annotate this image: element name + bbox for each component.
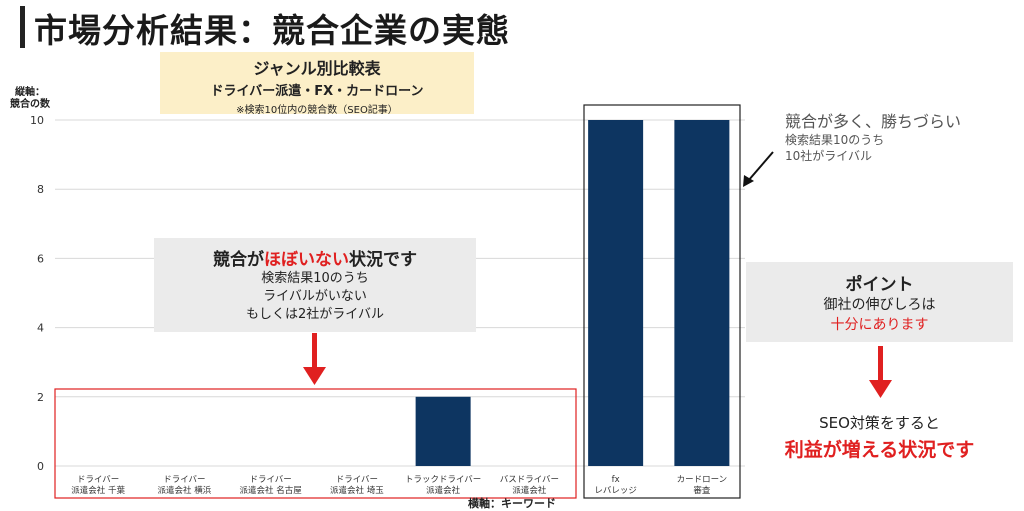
low-competition-note-line1: 検索結果10のうち <box>261 271 369 286</box>
high-competition-note-line2: 10社がライバル <box>785 149 873 163</box>
down-arrow-left-icon <box>303 333 326 385</box>
y-axis-label-line1: 縦軸： <box>15 87 45 98</box>
low-competition-note-line3: もしくは2社がライバル <box>245 307 384 322</box>
x-tick-label: 派遣会社 <box>426 485 461 496</box>
x-tick-label: 派遣会社 千葉 <box>71 485 125 496</box>
genre-box-footnote: ※検索10位内の競合数（SEO記事） <box>236 105 398 116</box>
genre-box: ジャンル別比較表 ドライバー派遣・FX・カードローン ※検索10位内の競合数（S… <box>160 52 474 116</box>
x-tick-label: 派遣会社 横浜 <box>158 485 212 496</box>
x-tick-label: ドライバー <box>77 475 119 485</box>
x-tick-label: 派遣会社 埼玉 <box>330 485 384 496</box>
seo-note: SEO対策をすると 利益が増える状況です <box>746 412 1013 462</box>
pointer-arrow-icon <box>743 151 774 187</box>
x-axis-label: 横軸：キーワード <box>468 497 556 510</box>
x-tick-label: トラックドライバー <box>405 475 481 485</box>
x-tick-label: fx <box>612 475 620 485</box>
high-competition-note: 競合が多く、勝ちづらい 検索結果10のうち 10社がライバル <box>785 108 961 164</box>
low-competition-note-heading: 競合がほぼいない状況です <box>154 245 476 270</box>
y-tick-label: 2 <box>37 391 44 404</box>
seo-note-line1: SEO対策をすると <box>819 414 940 432</box>
x-tick-label: レバレッジ <box>594 486 637 496</box>
seo-note-line2: 利益が増える状況です <box>784 439 975 461</box>
bar <box>674 120 730 466</box>
genre-box-title: ジャンル別比較表 <box>253 59 381 78</box>
x-tick-label: 派遣会社 名古屋 <box>240 485 303 496</box>
point-note-line2: 十分にあります <box>830 317 929 333</box>
y-tick-label: 0 <box>37 460 44 473</box>
page-title: 市場分析結果：競合企業の実態 <box>34 11 510 50</box>
heading-emphasis: ほぼいない <box>264 250 349 270</box>
y-tick-label: 10 <box>30 114 44 127</box>
low-competition-note: 競合がほぼいない状況です 検索結果10のうち ライバルがいない もしくは2社がラ… <box>154 238 476 332</box>
x-tick-label: 派遣会社 <box>512 485 547 496</box>
x-tick-label: 審査 <box>693 485 711 496</box>
point-note-line1: 御社の伸びしろは <box>823 297 936 313</box>
title-accent-bar <box>20 6 25 48</box>
y-tick-label: 4 <box>37 322 44 335</box>
x-tick-label: ドライバー <box>163 475 205 485</box>
y-tick-labels: 0 2 4 6 8 10 <box>30 114 44 473</box>
point-note: ポイント 御社の伸びしろは 十分にあります <box>746 262 1013 342</box>
high-competition-highlight-box <box>583 104 741 499</box>
high-competition-note-heading: 競合が多く、勝ちづらい <box>785 112 962 131</box>
high-competition-note-line1: 検索結果10のうち <box>785 133 885 147</box>
heading-prefix: 競合が <box>213 250 264 270</box>
low-competition-note-line2: ライバルがいない <box>263 289 367 304</box>
x-tick-label: バスドライバー <box>500 475 559 485</box>
bars <box>415 120 730 466</box>
x-tick-label: ドライバー <box>336 475 378 485</box>
y-tick-label: 6 <box>37 252 44 265</box>
x-tick-label: カードローン <box>677 475 728 485</box>
y-tick-label: 8 <box>37 183 44 196</box>
low-competition-highlight-box <box>54 388 577 499</box>
point-note-heading: ポイント <box>845 275 914 295</box>
down-arrow-right-icon <box>869 346 892 398</box>
x-tick-label: ドライバー <box>249 475 291 485</box>
y-axis-label: 縦軸： 競合の数 <box>8 87 52 111</box>
genre-box-genres: ドライバー派遣・FX・カードローン <box>210 84 424 99</box>
bar <box>588 120 644 466</box>
bar <box>415 396 471 466</box>
heading-suffix: 状況です <box>349 250 417 270</box>
y-axis-label-line2: 競合の数 <box>10 99 50 110</box>
